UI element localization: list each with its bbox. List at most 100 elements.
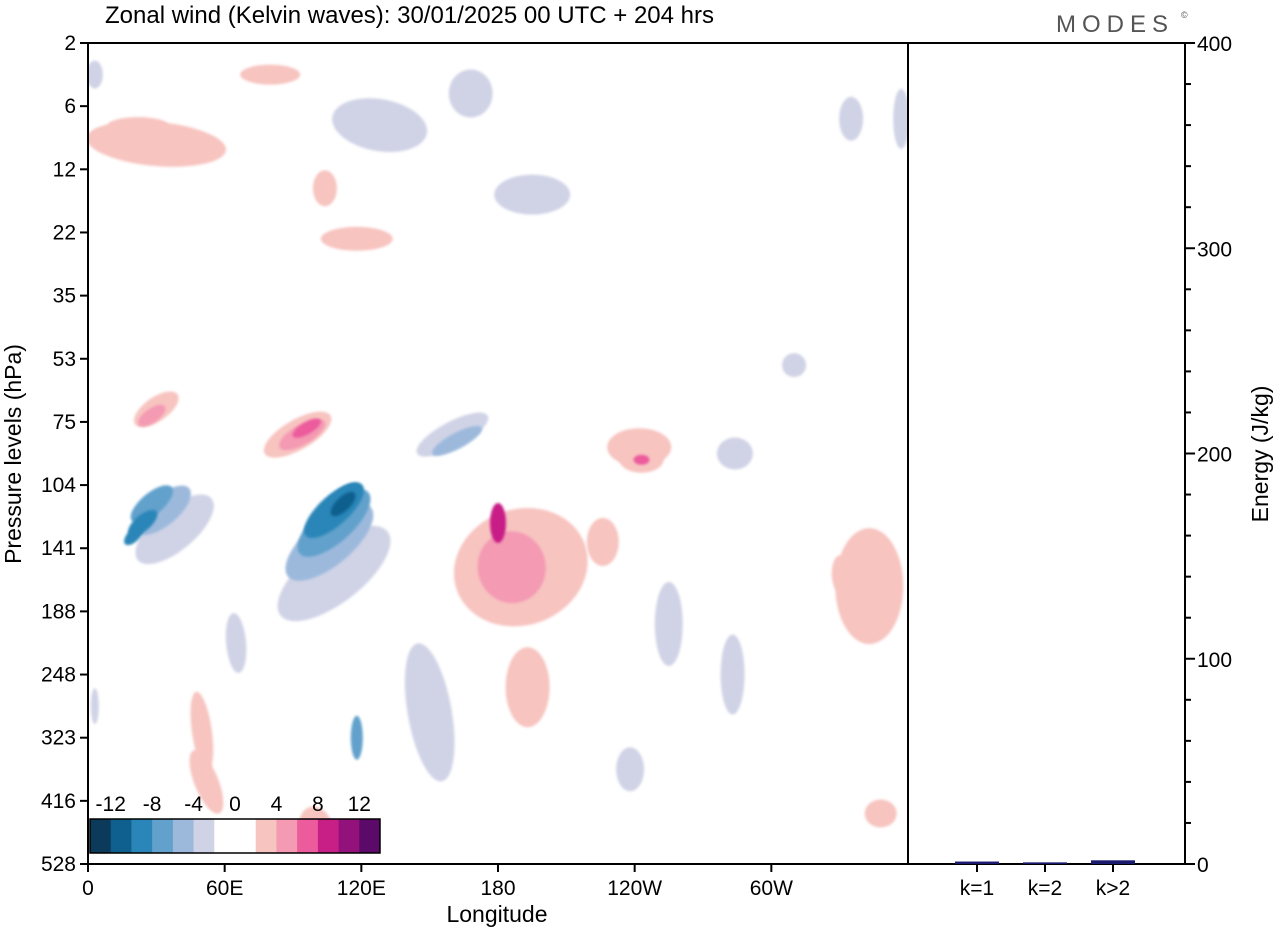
westerly-anomaly-cell [864,799,897,828]
energy-tick-label: 100 [1197,649,1232,672]
energy-category-label: k=2 [1028,877,1062,900]
westerly-anomaly-cell [320,226,393,251]
colorbar-swatch [110,819,132,853]
y-tick-label: 2 [64,32,76,55]
easterly-anomaly-cell [893,88,908,149]
y-tick-label: 12 [53,158,76,181]
easterly-anomaly-cell [431,425,483,456]
easterly-anomaly-cell [90,688,99,725]
x-tick-label: 120E [337,877,386,900]
colorbar-swatch [235,819,257,853]
y-tick-label: 35 [53,285,76,308]
heatmap-contours [88,60,908,853]
heatmap-background [88,43,908,864]
colorbar-frame [89,818,381,854]
y-tick-label: 528 [41,853,76,876]
colorbar-swatch [359,819,381,853]
y-axis-label: Pressure levels (hPa) [0,344,26,564]
modes-logo: MODES [1056,11,1174,38]
colorbar-swatch [172,819,194,853]
easterly-anomaly-cell [332,98,428,153]
colorbar-tick-label: -12 [96,793,126,816]
y-tick-label: 141 [41,537,76,560]
easterly-anomaly-cell [448,69,493,118]
colorbar-swatch [297,819,319,853]
y-tick-label: 22 [53,221,76,244]
colorbar-swatch [255,819,277,853]
easterly-anomaly-cell [88,60,103,89]
energy-category-label: k=1 [960,877,994,900]
energy-tick-label: 200 [1197,444,1232,467]
x-tick-label: 120W [607,877,662,900]
colorbar-tick-label: 4 [271,793,283,816]
y-tick-label: 6 [64,95,76,118]
energy-bar-3 [1091,860,1135,864]
y-tick-label: 416 [41,790,76,813]
colorbar-tick-label: 12 [348,793,371,816]
colorbar-tick-label: 0 [229,793,241,816]
colorbar: -12 -8 -4 0 4 8 12 [89,793,381,854]
energy-bars: k=1 k=2 k>2 [955,860,1135,900]
westerly-anomaly-cell [586,517,619,566]
easterly-anomaly-cell [350,715,363,760]
x-axis-label: Longitude [446,901,547,927]
energy-bar-2 [1023,862,1067,864]
y-tick-label: 104 [41,474,76,497]
westerly-anomaly-cell [108,117,169,134]
colorbar-swatch [276,819,298,853]
westerly-anomaly-cell [138,404,166,427]
westerly-anomaly-cell [292,418,321,438]
westerly-anomaly-cell [88,121,227,167]
energy-tick-label: 0 [1197,854,1209,877]
westerly-anomaly-cell [477,531,546,604]
y-tick-label: 323 [41,727,76,750]
westerly-anomaly-cell [312,170,337,207]
colorbar-tick-label: -8 [143,793,162,816]
easterly-anomaly-cell [494,174,571,215]
easterly-anomaly-cell [124,526,144,546]
energy-tick-label: 400 [1197,33,1232,56]
energy-axis: 0 100 200 300 400 [1185,33,1232,877]
westerly-anomaly-cell [490,503,506,543]
easterly-anomaly-cell [720,634,745,715]
colorbar-tick-label: -4 [184,793,203,816]
colorbar-tick-label: 8 [312,793,324,816]
energy-axis-label: Energy (J/kg) [1247,386,1273,523]
easterly-anomaly-cell [404,643,455,782]
colorbar-swatch [338,819,360,853]
easterly-anomaly-cell [839,96,864,141]
westerly-anomaly-cell [189,750,224,814]
pressure-axis: 2 6 12 22 35 53 75 104 141 188 248 323 416 528 [41,32,88,876]
westerly-anomaly-cell [831,555,848,592]
easterly-anomaly-cell [277,525,391,622]
easterly-anomaly-cell [330,491,356,517]
colorbar-swatch [214,819,236,853]
easterly-anomaly-cell [135,494,214,565]
heatmap-panel: 2 6 12 22 35 53 75 104 141 188 248 323 416 528 0 60E 12… [0,32,909,927]
energy-category-label: k>2 [1096,877,1130,900]
y-tick-label: 53 [53,348,76,371]
x-tick-label: 60W [750,877,793,900]
energy-bar-1 [955,861,999,864]
x-tick-label: 0 [82,877,94,900]
energy-panel: k=1 k=2 k>2 0 100 200 300 400 Energy (J/kg) [907,33,1273,900]
easterly-anomaly-cell [225,613,247,673]
westerly-anomaly-cell [240,64,301,85]
colorbar-swatch [90,819,112,853]
x-tick-label: 60E [206,877,243,900]
colorbar-swatch [317,819,339,853]
energy-tick-label: 300 [1197,238,1232,261]
longitude-axis: 0 60E 120E 180 120W 60W [82,864,793,900]
y-tick-label: 75 [53,411,76,434]
colorbar-swatch [131,819,153,853]
y-tick-label: 188 [41,600,76,623]
easterly-anomaly-cell [130,485,173,523]
x-tick-label: 180 [480,877,515,900]
easterly-anomaly-cell [716,437,753,470]
chart-title: Zonal wind (Kelvin waves): 30/01/2025 00… [105,2,714,29]
easterly-anomaly-cell [616,747,645,792]
westerly-anomaly-cell [633,454,650,465]
colorbar-swatch [193,819,215,853]
energy-frame [907,42,1186,865]
